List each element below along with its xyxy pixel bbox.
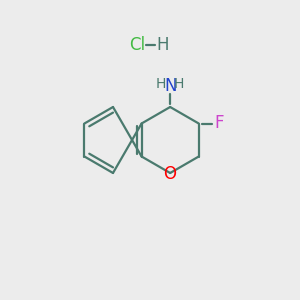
Text: Cl: Cl	[129, 36, 145, 54]
Text: N: N	[164, 77, 176, 95]
Text: H: H	[157, 36, 169, 54]
Text: F: F	[214, 115, 224, 133]
Text: H: H	[174, 77, 184, 91]
Text: O: O	[163, 165, 176, 183]
Text: H: H	[156, 77, 166, 91]
